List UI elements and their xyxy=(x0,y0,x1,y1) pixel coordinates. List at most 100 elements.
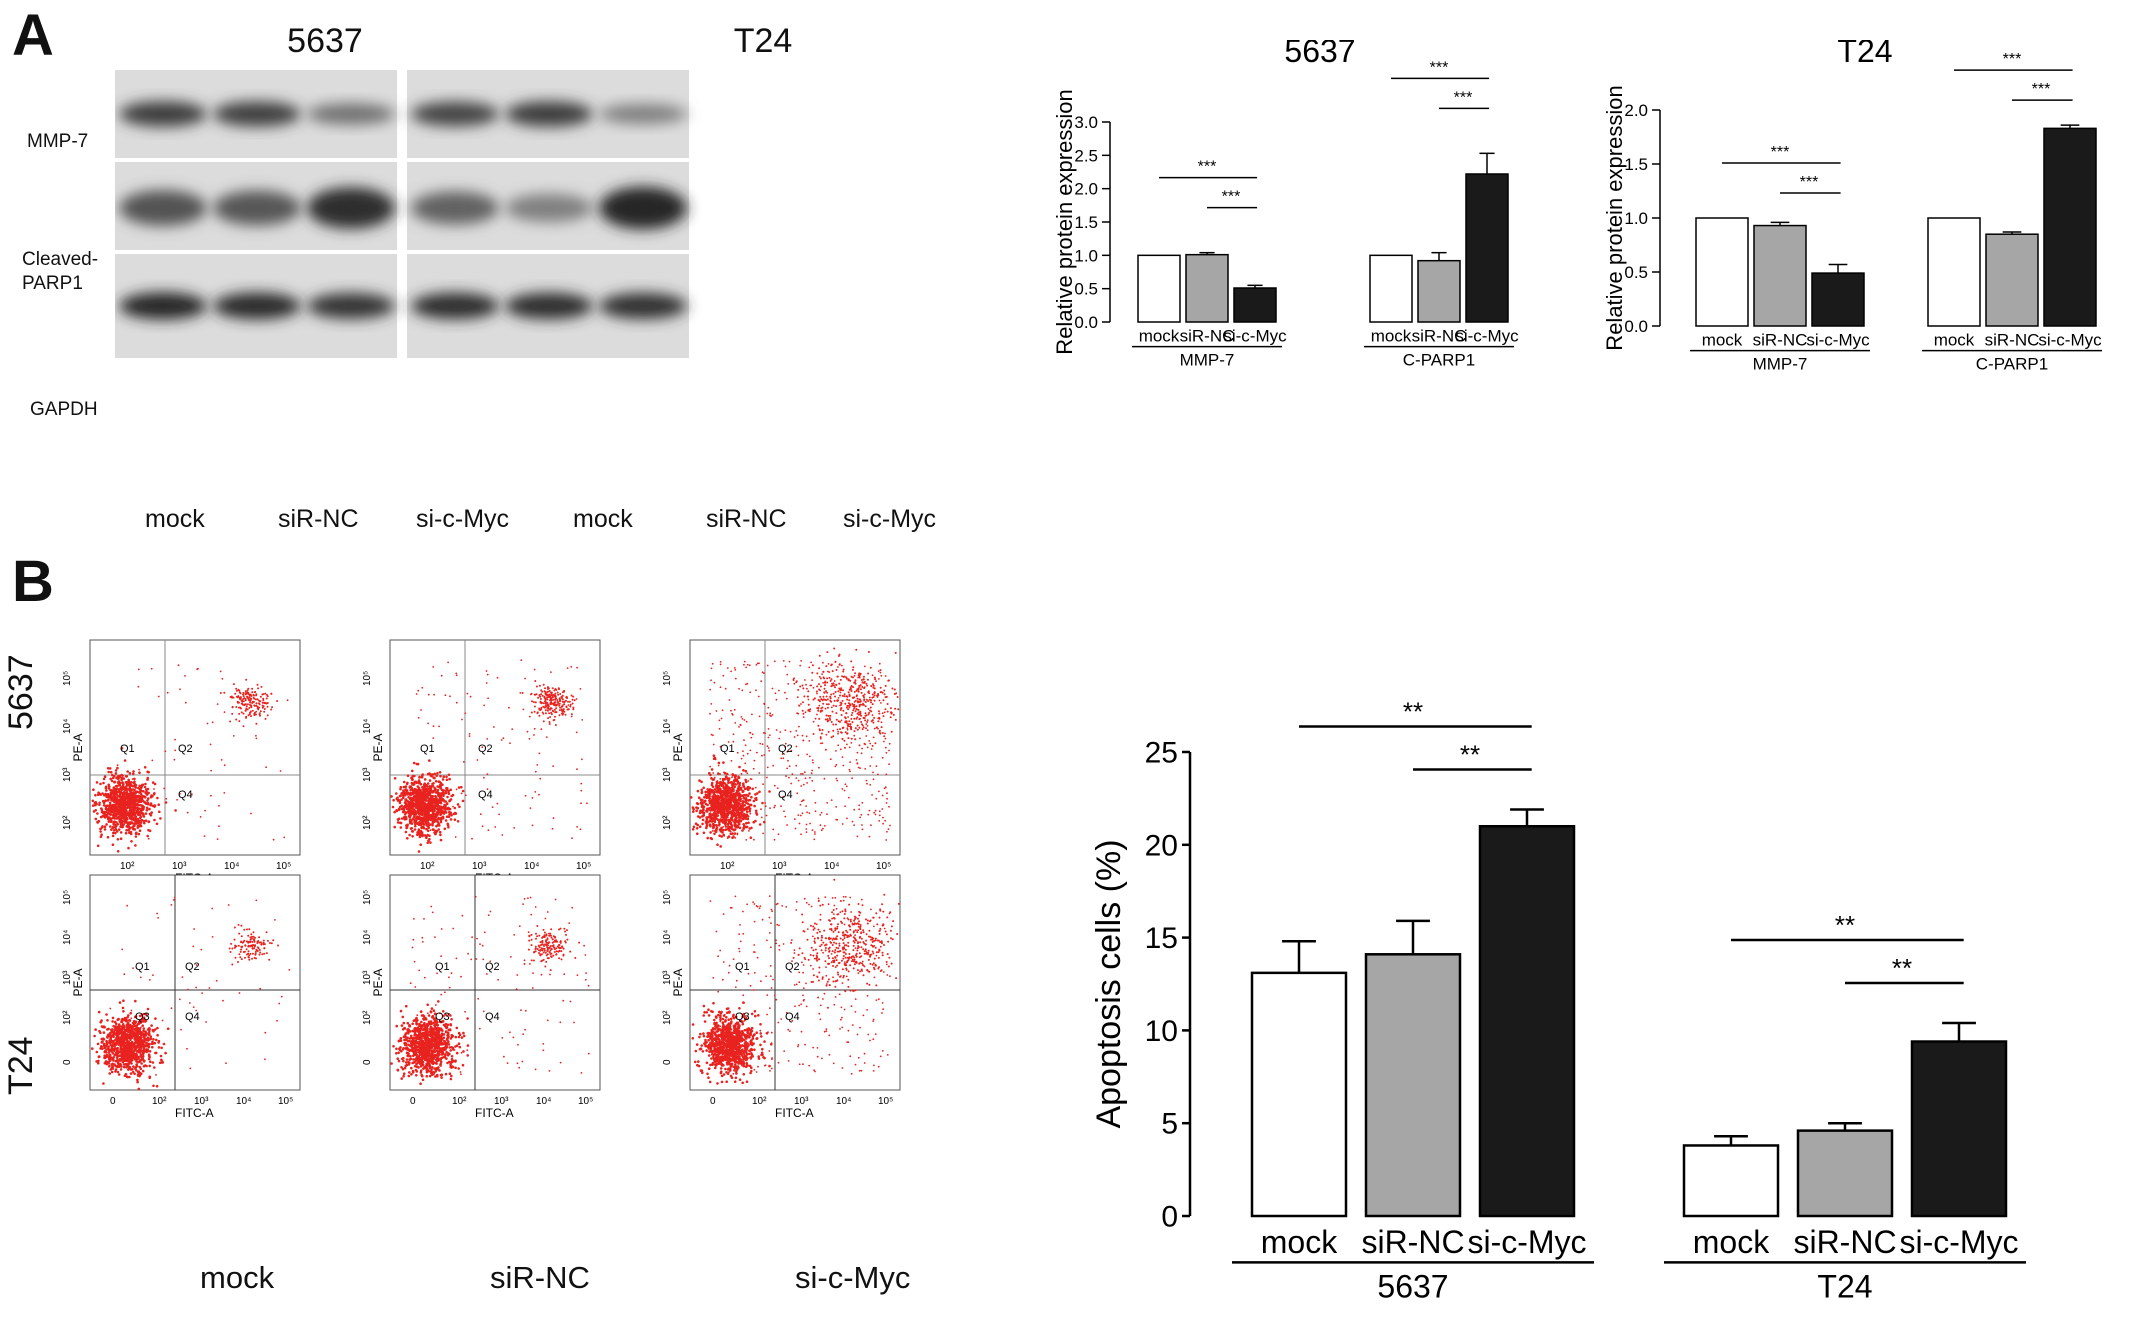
y-tick-label: 2.0 xyxy=(1074,180,1098,199)
flow-quadrant-label: Q3 xyxy=(135,1011,150,1023)
bar-5637-mock xyxy=(1250,971,1348,1218)
flow-quadrant-label: Q1 xyxy=(135,961,150,973)
chart-title: 5637 xyxy=(1284,40,1355,69)
flow-x-tick: 10⁵ xyxy=(876,861,891,872)
y-tick-label: 0 xyxy=(1161,1201,1178,1234)
flow-plot-5637-siR-NC: Q1Q2Q410²10³10⁴10⁵10²10³10⁴10⁵FITC-APE-A xyxy=(362,639,601,885)
x-tick-label: si-c-Myc xyxy=(1467,1224,1586,1260)
flow-y-tick: 10³ xyxy=(62,970,73,985)
bar-C-PARP1-siR-NC xyxy=(1417,259,1461,323)
flow-x-tick: 10⁴ xyxy=(824,861,839,872)
lane-label-mock-5637: mock xyxy=(145,505,205,533)
bar-C-PARP1-siR-NC xyxy=(1985,233,2039,327)
flow-y-tick: 10⁵ xyxy=(662,890,673,905)
flow-x-tick: 10³ xyxy=(472,861,487,872)
lane-label-sirnc-t24: siR-NC xyxy=(706,505,787,533)
flow-y-tick: 10³ xyxy=(662,767,673,782)
flow-y-axis-label: PE-A xyxy=(671,968,685,996)
flow-x-tick: 10³ xyxy=(194,1096,209,1107)
lane-label-sirnc-5637: siR-NC xyxy=(278,505,359,533)
flow-quadrant-label: Q4 xyxy=(178,789,193,801)
flow-y-axis-label: PE-A xyxy=(371,733,385,761)
flow-x-tick: 10⁴ xyxy=(524,861,539,872)
flow-dots-late-apoptotic xyxy=(228,923,279,966)
flow-y-tick: 10³ xyxy=(62,767,73,782)
blot-band-T24-row1-lane1 xyxy=(505,193,593,223)
blot-band-5637-row2-lane0 xyxy=(119,292,207,320)
flow-row-label-t24-text: T24 xyxy=(2,1036,40,1095)
flow-y-tick: 10⁴ xyxy=(662,719,673,734)
bar-MMP-7-siR-NC xyxy=(1185,253,1229,323)
x-tick-label: si-c-Myc xyxy=(1899,1224,2018,1260)
blot-band-T24-row1-lane0 xyxy=(411,191,499,225)
bar-MMP-7-si-c-Myc xyxy=(1233,287,1277,323)
flow-x-tick: 10⁴ xyxy=(224,861,239,872)
y-tick-label: 25 xyxy=(1145,737,1178,770)
flow-y-tick: 0 xyxy=(62,1059,73,1065)
flow-y-axis-label: PE-A xyxy=(371,968,385,996)
flow-x-tick: 10⁵ xyxy=(278,1096,293,1107)
sig-stars: *** xyxy=(1771,144,1790,161)
blot-band-5637-row0-lane1 xyxy=(213,101,301,127)
bar-T24-mock xyxy=(1682,1144,1780,1218)
flow-y-tick: 10² xyxy=(362,815,373,830)
sig-stars: *** xyxy=(2003,51,2022,68)
flow-plot-5637-si-c-Myc: Q1Q2Q410²10³10⁴10⁵10²10³10⁴10⁵FITC-APE-A xyxy=(662,639,901,885)
x-tick-label: mock xyxy=(1693,1224,1770,1260)
bar-C-PARP1-si-c-Myc xyxy=(1465,173,1509,323)
western-blot-panels xyxy=(115,70,689,358)
lane-label-mock-t24: mock xyxy=(573,505,633,533)
y-tick-label: 3.0 xyxy=(1074,113,1098,132)
bar-C-PARP1-si-c-Myc xyxy=(2043,127,2097,327)
flow-y-tick: 10² xyxy=(662,815,673,830)
flow-y-tick: 10⁴ xyxy=(662,930,673,945)
flow-dots-scattered xyxy=(409,895,590,1076)
blot-band-5637-row1-lane0 xyxy=(119,190,207,226)
x-tick-label: mock xyxy=(1261,1224,1338,1260)
sig-stars: *** xyxy=(2032,81,2051,98)
flow-col-label-sirnc: siR-NC xyxy=(490,1260,590,1295)
flow-dots-live xyxy=(390,1000,470,1085)
flow-dots-live xyxy=(91,747,177,853)
flow-quadrant-label: Q3 xyxy=(435,1011,450,1023)
x-tick-label: mock xyxy=(1139,327,1180,346)
flow-quadrant-label: Q1 xyxy=(720,743,735,755)
blot-band-T24-row2-lane1 xyxy=(505,292,593,320)
panel-label-a: A xyxy=(12,3,54,68)
y-axis-label: Relative protein expression xyxy=(1052,89,1077,354)
wb-title-5637: 5637 xyxy=(287,22,363,60)
flow-quadrant-label: Q2 xyxy=(185,961,200,973)
flow-x-axis-label: FITC-A xyxy=(775,1106,814,1120)
bar-T24-siR-NC xyxy=(1796,1129,1894,1218)
flow-quadrant-label: Q4 xyxy=(778,789,793,801)
flow-dots-live xyxy=(91,999,170,1091)
blot-band-T24-row1-lane2 xyxy=(599,186,687,230)
x-tick-label: mock xyxy=(1934,331,1975,350)
bar-C-PARP1-mock xyxy=(1927,217,1981,327)
flow-x-tick: 10⁵ xyxy=(276,861,291,872)
flow-dots-live xyxy=(691,1001,773,1085)
lane-label-sicmyc-t24: si-c-Myc xyxy=(843,505,937,533)
wb-title-t24: T24 xyxy=(733,22,793,60)
flow-x-tick: 10² xyxy=(752,1096,767,1107)
flow-dots-scattered xyxy=(709,895,891,1075)
sig-stars: *** xyxy=(1198,159,1217,176)
y-tick-label: 0.5 xyxy=(1074,280,1098,299)
group-label: 5637 xyxy=(1377,1269,1448,1305)
flow-x-tick: 10² xyxy=(152,1096,167,1107)
flow-quadrant-label: Q2 xyxy=(478,743,493,755)
sig-stars: *** xyxy=(1430,59,1449,76)
flow-quadrant-label: Q1 xyxy=(435,961,450,973)
flow-y-axis-label: PE-A xyxy=(71,733,85,761)
flow-x-tick: 10⁵ xyxy=(578,1096,593,1107)
flow-x-tick: 10³ xyxy=(794,1096,809,1107)
flow-row-label-5637: 5637 xyxy=(2,610,41,730)
flow-quadrant-label: Q4 xyxy=(478,789,493,801)
x-tick-label: siR-NC xyxy=(1793,1224,1896,1260)
flow-dots-late-apoptotic xyxy=(521,680,576,726)
flow-x-axis-label: FITC-A xyxy=(175,1106,214,1120)
x-tick-label: siR-NC xyxy=(1985,331,2040,350)
group-label: MMP-7 xyxy=(1180,350,1235,369)
flow-dots-scattered xyxy=(109,896,291,1076)
